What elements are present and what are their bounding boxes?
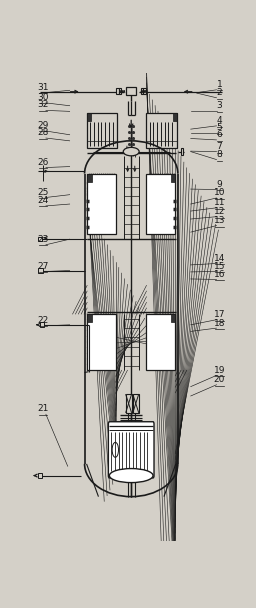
Bar (146, 112, 177, 148)
Text: 19: 19 (214, 366, 225, 375)
Text: 5: 5 (217, 123, 222, 133)
Bar (182, 148, 183, 155)
Text: 27: 27 (37, 262, 49, 271)
Bar (38, 237, 42, 241)
Ellipse shape (109, 469, 153, 483)
Text: 13: 13 (214, 216, 225, 225)
Text: 1: 1 (217, 80, 222, 89)
Bar (87, 174, 116, 235)
Text: 16: 16 (214, 270, 225, 279)
Text: 23: 23 (37, 235, 49, 244)
Bar (38, 268, 43, 273)
Text: 21: 21 (37, 404, 49, 413)
Bar (126, 88, 136, 95)
Text: 24: 24 (37, 196, 49, 205)
Text: 7: 7 (217, 142, 222, 151)
Text: 15: 15 (214, 262, 225, 271)
Text: 14: 14 (214, 254, 225, 263)
Bar (116, 88, 119, 94)
Text: 26: 26 (37, 157, 49, 167)
Bar (119, 88, 122, 94)
Bar (141, 88, 143, 94)
Text: 30: 30 (37, 93, 49, 102)
Text: +: + (128, 129, 134, 138)
Text: 2: 2 (217, 88, 222, 97)
Bar (133, 394, 139, 413)
Text: 3: 3 (217, 102, 222, 111)
Bar (146, 314, 175, 370)
Bar (87, 314, 116, 370)
Text: 22: 22 (37, 316, 49, 325)
Text: 28: 28 (37, 128, 49, 137)
Text: 17: 17 (214, 310, 225, 319)
Text: +: + (128, 135, 134, 144)
Text: +: + (128, 141, 134, 150)
Bar (146, 174, 175, 235)
Bar (87, 314, 92, 322)
Text: 4: 4 (217, 116, 222, 125)
Text: 29: 29 (37, 121, 49, 130)
Text: 11: 11 (214, 198, 225, 207)
Text: 31: 31 (37, 83, 49, 92)
Bar (40, 322, 44, 327)
Text: 25: 25 (37, 187, 49, 196)
Bar (38, 473, 42, 478)
FancyBboxPatch shape (108, 422, 154, 478)
Text: 12: 12 (214, 207, 225, 216)
Bar (171, 314, 175, 322)
Text: 6: 6 (217, 131, 222, 139)
Text: 8: 8 (217, 150, 222, 159)
Bar (87, 174, 92, 182)
Bar (126, 394, 132, 413)
Bar (143, 88, 146, 94)
Bar (87, 112, 91, 121)
Bar (171, 174, 175, 182)
Text: 10: 10 (214, 188, 225, 198)
Bar (87, 112, 117, 148)
Text: 20: 20 (214, 375, 225, 384)
Text: 18: 18 (214, 319, 225, 328)
Text: +: + (128, 123, 134, 132)
Bar (173, 112, 177, 121)
Ellipse shape (123, 147, 139, 156)
Text: 32: 32 (37, 100, 49, 109)
Text: 9: 9 (217, 180, 222, 189)
